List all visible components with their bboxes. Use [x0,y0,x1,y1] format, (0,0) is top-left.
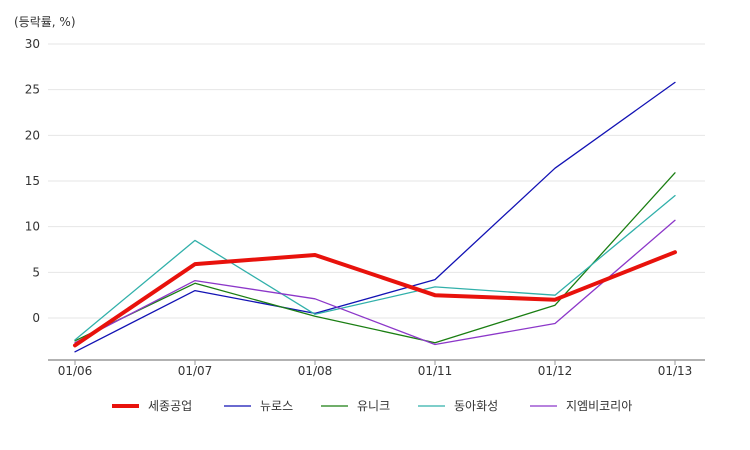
series-line [73,250,677,348]
y-tick-label: 20 [25,128,40,142]
x-tick-label: 01/11 [418,364,453,378]
x-tick-label: 01/13 [658,364,693,378]
legend-label: 뉴로스 [260,399,293,413]
x-tick-label: 01/07 [178,364,213,378]
x-tick-label: 01/12 [538,364,573,378]
y-tick-label: 15 [25,174,40,188]
legend-label: 동아화성 [454,399,498,413]
y-tick-label: 30 [25,37,40,51]
y-tick-label: 5 [32,265,40,279]
series-line [74,81,676,353]
y-tick-label: 25 [25,83,40,97]
legend: 세종공업 뉴로스 유니크 동아화성 지엠비코리아 [112,399,632,413]
x-axis-ticks: 01/06 01/07 01/08 01/11 01/12 01/13 [58,360,693,378]
y-unit-label: (등락률, %) [14,15,76,29]
series-line [74,172,676,344]
legend-label: 지엠비코리아 [566,399,632,413]
x-tick-label: 01/08 [298,364,333,378]
y-axis-ticks: 0 5 10 15 20 25 30 [25,37,40,325]
legend-label: 세종공업 [148,399,192,413]
y-tick-label: 0 [32,311,40,325]
y-tick-label: 10 [25,220,40,234]
series-lines [73,81,677,353]
series-line [74,219,676,346]
legend-label: 유니크 [357,399,390,413]
x-tick-label: 01/06 [58,364,93,378]
series-line [74,194,676,341]
